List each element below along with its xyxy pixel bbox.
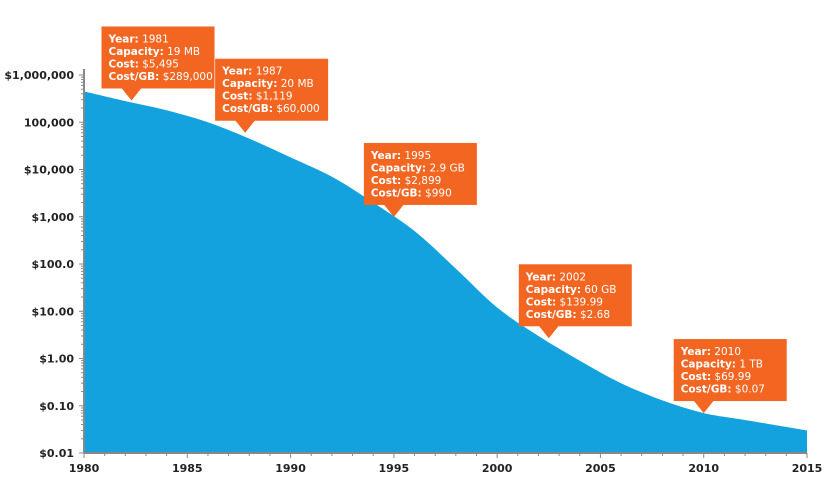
- callout-key: Year:: [525, 271, 556, 283]
- x-tick-label: 1990: [275, 462, 306, 475]
- callout-value: $60,000: [273, 103, 320, 115]
- callout-line: Cost/GB: $2.68: [526, 309, 610, 321]
- callout-key: Year:: [221, 66, 252, 78]
- callout-value: $990: [422, 187, 452, 199]
- axis-layer: [79, 69, 808, 458]
- callout-line: Capacity: 60 GB: [526, 284, 617, 296]
- x-tick-label: 2010: [688, 462, 719, 475]
- callout-key: Capacity:: [109, 46, 164, 58]
- callout-key: Cost/GB:: [526, 309, 577, 321]
- y-tick-label: $1.00: [39, 353, 74, 366]
- callout-value: 60 GB: [581, 284, 616, 296]
- callout-value: 2.9 GB: [426, 162, 465, 174]
- callout-box: [673, 339, 787, 402]
- callout-key: Year:: [108, 33, 139, 45]
- callout-line: Capacity: 20 MB: [222, 78, 314, 90]
- y-tick-label: $0.01: [39, 447, 74, 460]
- callout-box: [215, 58, 329, 121]
- callout-value: 1981: [139, 33, 169, 45]
- callout-line: Capacity: 19 MB: [109, 46, 201, 58]
- x-tick-label: 1980: [69, 462, 100, 475]
- callout-value: 20 MB: [277, 78, 313, 90]
- callout-line: Cost: $1,119: [222, 91, 292, 103]
- y-tick-label: 100,000: [24, 116, 74, 129]
- callout-line: Cost: $69.99: [681, 371, 751, 383]
- callout-value: $139.99: [556, 296, 603, 308]
- callout-value: $5,495: [139, 58, 179, 70]
- y-tick-label: $0.10: [39, 400, 74, 413]
- callout-line: Cost: $5,495: [109, 58, 179, 70]
- callout-line: Cost: $2,899: [371, 175, 441, 187]
- callout-line: Cost/GB: $60,000: [222, 103, 320, 115]
- callout-line: Year: 1995: [370, 150, 431, 162]
- x-tick-label: 1985: [172, 462, 203, 475]
- callout-key: Capacity:: [681, 359, 736, 371]
- callout-pointer: [383, 204, 404, 217]
- callout-line: Year: 1981: [108, 33, 169, 45]
- callout-line: Capacity: 1 TB: [681, 359, 763, 371]
- callout-key: Cost:: [371, 175, 401, 187]
- x-tick-label: 2005: [585, 462, 616, 475]
- callout-key: Capacity:: [526, 284, 581, 296]
- callout-key: Cost/GB:: [109, 71, 160, 83]
- callout-key: Cost/GB:: [222, 103, 273, 115]
- callout-line: Cost/GB: $990: [371, 187, 452, 199]
- callout-line: Cost/GB: $0.07: [681, 384, 765, 396]
- callout-key: Cost/GB:: [371, 187, 422, 199]
- callout-key: Cost:: [526, 296, 556, 308]
- x-tick-labels: 1980 1985 1990 1995 2000 2005 2010 2015: [69, 462, 823, 475]
- callout-pointer: [121, 87, 142, 101]
- callout-key: Year:: [370, 150, 401, 162]
- callout-value: $69.99: [711, 371, 751, 383]
- callout-key: Cost/GB:: [681, 384, 732, 396]
- y-tick-label: $1,000,000: [4, 69, 74, 82]
- callout-box: [363, 142, 477, 205]
- area-series-0: [84, 91, 807, 454]
- callout-pointer: [538, 325, 559, 339]
- callout-pointer: [693, 400, 714, 414]
- callout-value: 1 TB: [736, 359, 763, 371]
- x-tick-label: 2000: [482, 462, 513, 475]
- callout-value: $2.68: [577, 309, 610, 321]
- callout-value: 19 MB: [164, 46, 200, 58]
- callout-line: Cost/GB: $289,000: [109, 71, 213, 83]
- callout-line: Year: 2002: [525, 271, 586, 283]
- callout-value: 2010: [711, 346, 741, 358]
- callout-value: $0.07: [732, 384, 765, 396]
- callout-value: 1995: [401, 150, 431, 162]
- callout-value: 2002: [556, 271, 586, 283]
- callout-line: Cost: $139.99: [526, 296, 603, 308]
- callout-line: Year: 2010: [680, 346, 741, 358]
- callout-line: Capacity: 2.9 GB: [371, 162, 465, 174]
- callout-key: Year:: [680, 346, 711, 358]
- y-tick-labels: $1,000,000 100,000 $10,000 $1,000 $100.0 $10.…: [4, 69, 74, 460]
- callout-key: Cost:: [109, 58, 139, 70]
- x-tick-label: 2015: [792, 462, 823, 475]
- callout-pointer: [235, 120, 256, 133]
- callout-key: Cost:: [222, 91, 252, 103]
- callout-key: Capacity:: [222, 78, 277, 90]
- y-tick-label: $1,000: [32, 211, 75, 224]
- callout-value: $1,119: [253, 91, 293, 103]
- callout-line: Year: 1987: [221, 66, 282, 78]
- callout-value: $2,899: [401, 175, 441, 187]
- callout-box: [101, 26, 215, 89]
- callout-key: Cost:: [681, 371, 711, 383]
- y-tick-label: $10,000: [24, 164, 74, 177]
- callout-value: 1987: [252, 66, 282, 78]
- callout-value: $289,000: [159, 71, 212, 83]
- x-tick-label: 1995: [379, 462, 410, 475]
- y-tick-label: $100.0: [32, 258, 75, 271]
- area-layer: [84, 91, 807, 454]
- y-tick-label: $10.00: [32, 305, 75, 318]
- callout-box: [518, 264, 632, 327]
- callout-key: Capacity:: [371, 162, 426, 174]
